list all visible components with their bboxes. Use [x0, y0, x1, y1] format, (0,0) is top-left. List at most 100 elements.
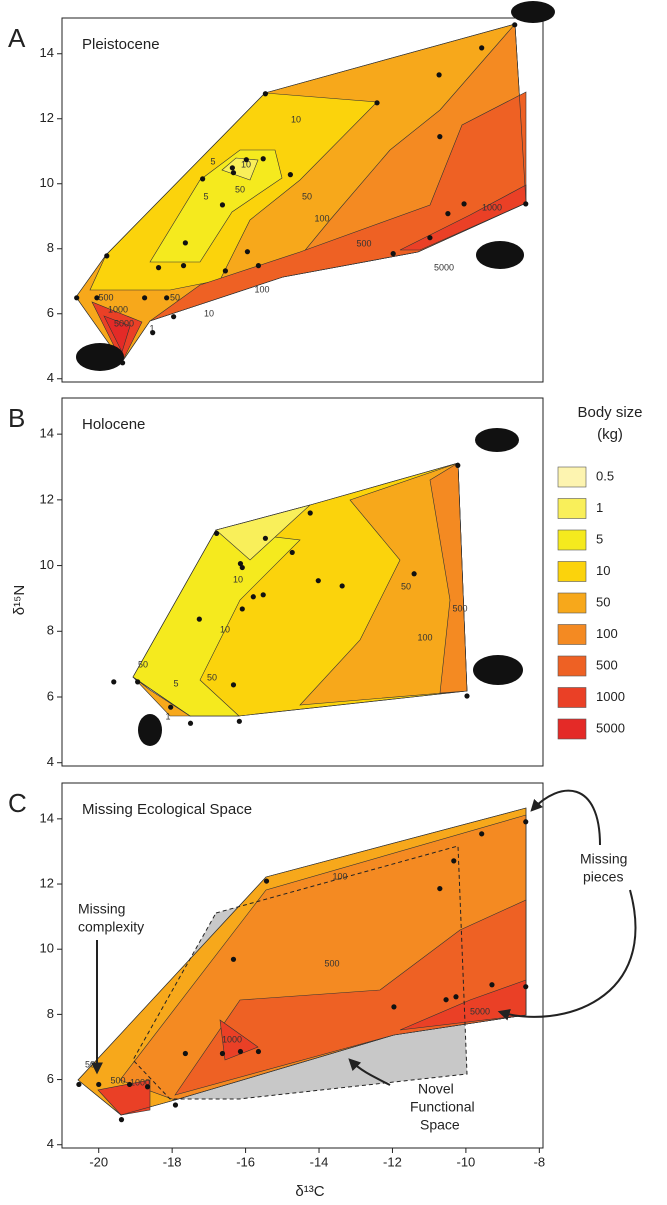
data-point [437, 134, 443, 140]
contour-band [103, 315, 131, 353]
data-point [523, 984, 529, 990]
data-point [222, 268, 228, 274]
contour-label: 500 [110, 1075, 125, 1085]
panel-letter: C [8, 788, 27, 818]
contour-label: 1000 [130, 1077, 150, 1087]
y-tick-label: 8 [47, 240, 54, 255]
annotation: Space [420, 1117, 460, 1133]
data-point [135, 679, 141, 685]
contour-label: 50 [401, 581, 411, 591]
x-tick-label: -20 [89, 1154, 108, 1169]
legend-swatch [557, 466, 587, 488]
data-point [374, 100, 380, 106]
plot-layers: 10 5 5 10 50 50 100 500 1000 500 5000 1000 5000 50 1 10… [8, 17, 545, 1169]
animal-silhouette [511, 1, 555, 23]
legend-label: 1 [596, 500, 603, 515]
data-point [230, 170, 237, 176]
contour-label: 50 [207, 672, 217, 682]
data-point [443, 997, 449, 1003]
data-point [339, 583, 345, 589]
data-point [104, 253, 110, 259]
data-point [461, 201, 467, 207]
contour-label: 50 [235, 184, 245, 194]
contour-label: 10 [241, 159, 251, 169]
y-tick-label: 8 [47, 623, 54, 638]
data-point [144, 1084, 151, 1090]
contour-label: 100 [417, 632, 432, 642]
y-tick-label: 6 [47, 1071, 54, 1086]
hull [77, 807, 527, 1116]
contour-band [429, 462, 468, 694]
data-point [262, 535, 269, 541]
y-tick-label: 6 [47, 688, 54, 703]
contour-band [221, 157, 259, 181]
legend-swatch [557, 624, 587, 645]
y-tick-label: 12 [40, 110, 54, 125]
panel-title: Pleistocene [82, 36, 160, 53]
contour-band [399, 184, 527, 251]
data-point [523, 819, 529, 825]
contour-label: 10 [233, 574, 243, 584]
data-point [76, 1081, 82, 1088]
data-point [94, 295, 100, 301]
data-point [289, 549, 295, 556]
contour-band [97, 1079, 151, 1116]
contour-label: 50 [302, 191, 312, 201]
y-tick-label: 4 [47, 370, 54, 385]
legend-title: Body size [577, 404, 642, 421]
x-tick-label: -12 [383, 1154, 402, 1169]
animal-silhouette [473, 655, 523, 685]
y-tick-label: 10 [40, 941, 54, 956]
hull [75, 23, 527, 363]
legend-swatch [557, 561, 587, 582]
data-point [455, 462, 461, 468]
contour-label: 50 [170, 292, 180, 302]
panel-title: Holocene [82, 416, 145, 433]
data-point [255, 1048, 262, 1055]
legend: Body size (kg) 0.5 1 5 10 50 100 500 1000 5000 [557, 404, 643, 740]
data-point [229, 165, 235, 171]
contour-label: 5000 [470, 1006, 490, 1016]
contour-label: 100 [332, 871, 347, 881]
data-point [445, 211, 451, 217]
legend-label: 500 [596, 657, 618, 672]
y-tick-label: 14 [40, 426, 54, 441]
data-point [180, 263, 187, 269]
data-point [96, 1081, 102, 1088]
data-point [411, 571, 417, 577]
contour-label: 500 [356, 238, 371, 248]
data-point [219, 1050, 226, 1057]
data-point [243, 157, 249, 163]
contour-label: 10 [220, 624, 230, 634]
contour-label: 500 [452, 603, 467, 613]
contour-label: 5 [210, 156, 215, 166]
data-point [182, 1050, 188, 1057]
data-point [237, 1048, 244, 1055]
data-point [262, 91, 269, 97]
data-point [200, 176, 206, 182]
arrow [530, 789, 601, 846]
data-point [111, 679, 117, 685]
y-tick-label: 6 [47, 305, 54, 320]
animal-silhouette [476, 241, 524, 269]
x-tick-label: -14 [310, 1154, 329, 1169]
animal-silhouette [76, 343, 124, 371]
data-point [230, 682, 237, 688]
data-point [260, 156, 266, 162]
data-point [237, 561, 244, 567]
arrow [497, 889, 637, 1021]
x-axis-label: δ¹³C [295, 1183, 324, 1200]
data-point [437, 885, 443, 892]
data-point [427, 235, 433, 241]
data-point [479, 831, 485, 837]
contour-label: 5 [173, 678, 178, 688]
data-point [390, 251, 396, 257]
contour-label: 100 [314, 213, 329, 223]
contour-label: 5000 [434, 262, 454, 272]
animal-silhouette [138, 714, 162, 746]
panel-letter: B [8, 403, 25, 433]
data-point [260, 592, 266, 598]
data-point [512, 22, 518, 28]
contour-label: 5000 [114, 318, 134, 328]
contour-label: 1000 [482, 202, 502, 212]
